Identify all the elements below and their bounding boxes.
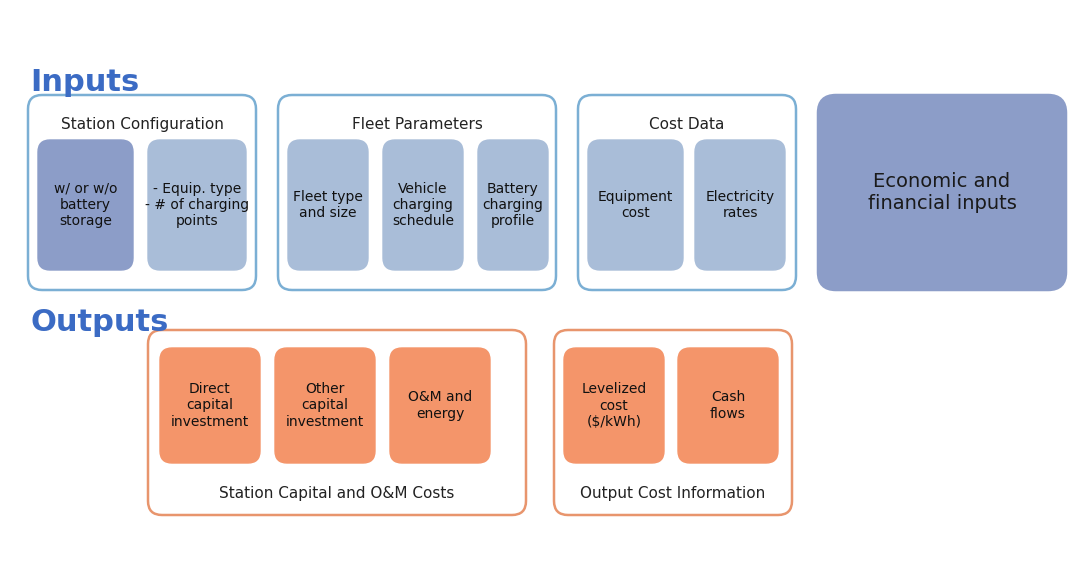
Text: w/ or w/o
battery
storage: w/ or w/o battery storage xyxy=(53,182,118,228)
Text: Cost Data: Cost Data xyxy=(650,117,725,132)
FancyBboxPatch shape xyxy=(390,348,490,463)
FancyBboxPatch shape xyxy=(148,140,246,270)
Text: Direct
capital
investment: Direct capital investment xyxy=(171,382,249,429)
FancyBboxPatch shape xyxy=(478,140,548,270)
Text: Equipment
cost: Equipment cost xyxy=(597,190,673,220)
Text: - Equip. type
- # of charging
points: - Equip. type - # of charging points xyxy=(145,182,249,228)
Text: Electricity
rates: Electricity rates xyxy=(705,190,775,220)
FancyBboxPatch shape xyxy=(288,140,368,270)
Text: Station Configuration: Station Configuration xyxy=(61,117,223,132)
Text: Output Cost Information: Output Cost Information xyxy=(580,486,766,501)
FancyBboxPatch shape xyxy=(38,140,133,270)
FancyBboxPatch shape xyxy=(554,330,792,515)
FancyBboxPatch shape xyxy=(818,95,1066,290)
Text: O&M and
energy: O&M and energy xyxy=(408,390,472,421)
FancyBboxPatch shape xyxy=(564,348,664,463)
Text: Levelized
cost
($/kWh): Levelized cost ($/kWh) xyxy=(581,382,646,429)
FancyBboxPatch shape xyxy=(678,348,778,463)
Text: Vehicle
charging
schedule: Vehicle charging schedule xyxy=(392,182,454,228)
Text: Fleet Parameters: Fleet Parameters xyxy=(351,117,482,132)
Text: Economic and
financial inputs: Economic and financial inputs xyxy=(867,172,1016,213)
Text: Cash
flows: Cash flows xyxy=(710,390,746,421)
Text: Battery
charging
profile: Battery charging profile xyxy=(483,182,543,228)
Text: Inputs: Inputs xyxy=(30,68,139,97)
Text: Other
capital
investment: Other capital investment xyxy=(286,382,364,429)
Text: Outputs: Outputs xyxy=(30,308,169,337)
FancyBboxPatch shape xyxy=(383,140,463,270)
FancyBboxPatch shape xyxy=(578,95,796,290)
FancyBboxPatch shape xyxy=(28,95,256,290)
FancyBboxPatch shape xyxy=(588,140,683,270)
FancyBboxPatch shape xyxy=(148,330,526,515)
FancyBboxPatch shape xyxy=(275,348,375,463)
FancyBboxPatch shape xyxy=(160,348,260,463)
Text: Station Capital and O&M Costs: Station Capital and O&M Costs xyxy=(220,486,455,501)
FancyBboxPatch shape xyxy=(279,95,556,290)
Text: Fleet type
and size: Fleet type and size xyxy=(293,190,363,220)
FancyBboxPatch shape xyxy=(695,140,786,270)
